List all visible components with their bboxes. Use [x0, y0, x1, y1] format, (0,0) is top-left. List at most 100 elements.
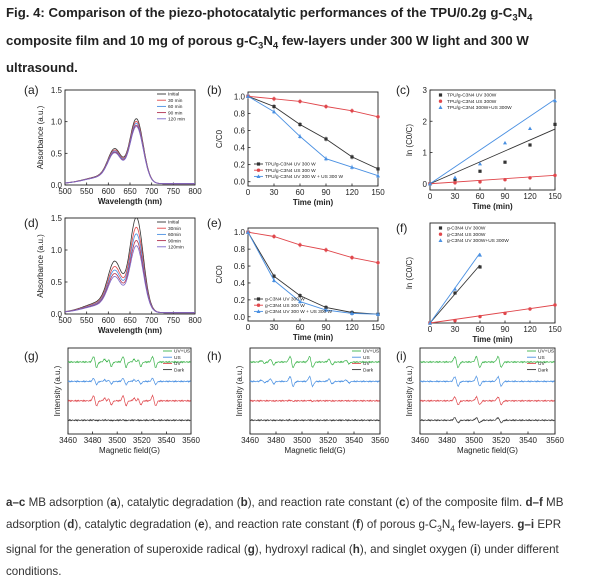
- text-run: b: [240, 496, 248, 509]
- x-tick-label: 800: [188, 316, 202, 325]
- chart-g: 3460 3480 3500 3520 3540 3560 Magnetic field(G…: [53, 347, 200, 455]
- x-tick-label: 600: [102, 187, 116, 196]
- x-tick-label: 90: [322, 323, 331, 332]
- series-line: [64, 239, 195, 314]
- x-tick-label: 0: [428, 325, 433, 334]
- data-point: [438, 238, 443, 242]
- x-tick-label: 150: [548, 325, 562, 334]
- legend-label: TPU/g-C3N4 US 300W: [447, 99, 497, 105]
- panel-label-g: (g): [24, 349, 39, 363]
- legend-label: 60min: [168, 232, 181, 238]
- x-axis-label: Wavelength (nm): [98, 326, 162, 335]
- text-run: 3: [258, 40, 264, 52]
- data-point: [246, 230, 250, 234]
- data-point: [272, 109, 276, 114]
- text-run: d: [67, 517, 75, 531]
- data-point: [272, 274, 276, 278]
- y-tick-label: 1.0: [51, 246, 63, 255]
- text-run: a–c: [6, 496, 26, 509]
- data-point: [324, 104, 328, 109]
- series-line: [419, 375, 555, 388]
- data-point: [438, 232, 443, 236]
- chart-b: 0 30 60 90 120 150 0.0 0.2 0.4 0.6 0.8 1.0 Time (min…: [215, 91, 385, 207]
- y-tick-label: 0.8: [234, 245, 246, 254]
- data-point: [350, 155, 354, 159]
- legend-label: Initial: [168, 92, 179, 98]
- data-point: [553, 173, 557, 178]
- data-point: [528, 176, 532, 180]
- legend-label: UV+US: [538, 349, 554, 355]
- x-tick-label: 700: [145, 187, 159, 196]
- legend-label: UV+US: [363, 349, 379, 355]
- x-tick-label: 30: [451, 325, 460, 334]
- legend-label: g-C3N4 US 300 W: [265, 303, 305, 309]
- data-point: [553, 122, 557, 126]
- x-tick-label: 650: [123, 316, 137, 325]
- data-point: [438, 226, 443, 230]
- y-axis-label: ln (C0/C): [405, 124, 414, 156]
- text-run: e: [198, 517, 205, 531]
- y-tick-label: 0.0: [234, 313, 246, 322]
- text-run: g: [247, 543, 255, 557]
- x-tick-label: 750: [167, 187, 181, 196]
- data-point: [428, 321, 432, 325]
- x-tick-label: 90: [501, 192, 510, 201]
- panel-label-b: (b): [207, 83, 222, 97]
- legend-label: 120min: [168, 245, 184, 251]
- chart-a: 500 550 600 650 700 750 800 0.0 0.5 1.0 1.5 Wavelen…: [36, 86, 202, 206]
- data-point: [350, 109, 354, 113]
- legend-label: Dark: [538, 367, 549, 373]
- series-line: [249, 375, 380, 388]
- data-point: [376, 173, 380, 178]
- x-axis-label: Time (min): [293, 333, 334, 342]
- legend-label: 30 min: [168, 98, 183, 104]
- data-point: [453, 181, 457, 185]
- y-axis-label: Absorbance (a.u.): [36, 234, 45, 298]
- data-point: [438, 105, 443, 109]
- figure-panels: (a)500 550 600 650 700 750 8000.00.51.01.5Wave…: [24, 83, 564, 455]
- legend-label: US: [174, 355, 181, 361]
- x-tick-label: 3480: [438, 436, 456, 445]
- data-point: [503, 177, 507, 182]
- x-tick-label: 800: [188, 187, 202, 196]
- data-point: [503, 140, 507, 145]
- y-tick-label: 0.5: [51, 278, 63, 287]
- data-point: [503, 311, 507, 316]
- x-tick-label: 0: [428, 192, 433, 201]
- x-tick-label: 0: [246, 323, 251, 332]
- legend-label: 90min: [168, 238, 181, 244]
- y-tick-label: 0.0: [51, 310, 63, 319]
- data-point: [376, 312, 380, 316]
- text-run: ), and reaction rate constant (: [204, 517, 356, 531]
- series-line: [247, 95, 379, 170]
- text-run: N: [517, 5, 528, 20]
- x-tick-label: 120: [523, 192, 537, 201]
- text-run: EPR signal for the generation of superox…: [6, 517, 562, 557]
- legend-label: g-C3N4 UV 300W: [447, 226, 486, 232]
- data-point: [272, 104, 276, 109]
- text-run: composite film and 10 mg of porous g-C: [6, 32, 259, 48]
- data-point: [272, 234, 276, 239]
- y-tick-label: 0.8: [234, 109, 246, 118]
- data-point: [553, 303, 557, 307]
- data-point: [298, 134, 302, 139]
- series-line: [65, 126, 195, 185]
- data-point: [272, 97, 276, 101]
- series-line: [64, 120, 195, 185]
- y-tick-label: 0: [423, 180, 428, 189]
- x-tick-label: 3460: [59, 436, 77, 445]
- text-run: ), and reaction rate constant (: [247, 496, 400, 509]
- legend-label: US: [538, 355, 545, 361]
- series-line: [247, 95, 379, 177]
- data-point: [528, 143, 532, 147]
- chart-e: 0 30 60 90 120 150 0.0 0.2 0.4 0.6 0.8 1.0 Time (min…: [215, 227, 385, 342]
- data-point: [478, 253, 482, 257]
- x-tick-label: 500: [58, 187, 72, 196]
- y-tick-label: 0.6: [234, 262, 246, 271]
- legend-label: US: [363, 355, 370, 361]
- text-run: ) of porous g-C: [359, 517, 438, 531]
- data-point: [453, 291, 457, 295]
- legend-label: TPU/g-C3N4 US 300 W: [265, 168, 316, 174]
- fit-line: [429, 304, 556, 324]
- chart-c: 0 30 60 90 120 150 0 1 2 3 Time (min) ln (C0/C) TPU/…: [405, 86, 562, 211]
